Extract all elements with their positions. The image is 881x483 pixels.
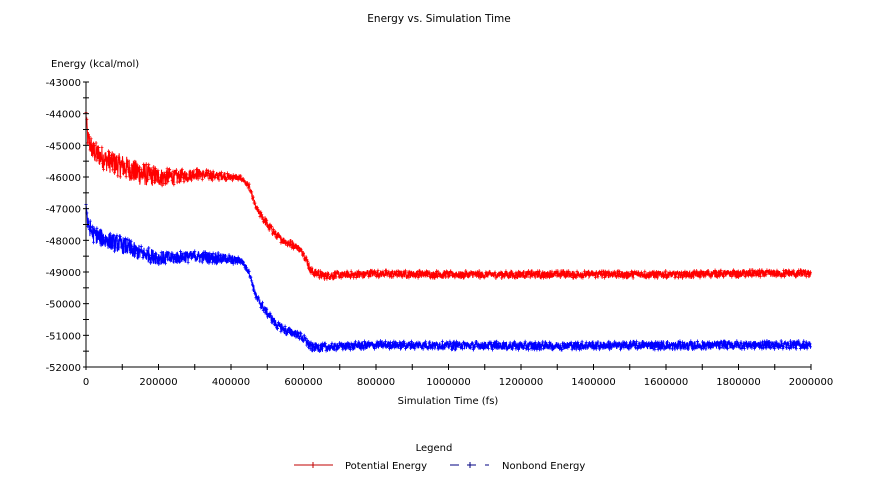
y-tick-label: -46000 (46, 173, 81, 184)
y-tick-label: -49000 (46, 268, 81, 279)
x-axis-label: Simulation Time (fs) (398, 396, 499, 407)
legend-title: Legend (416, 443, 453, 454)
x-tick-label: 1400000 (571, 377, 616, 388)
legend-label-potential-energy: Potential Energy (345, 461, 427, 472)
y-axis-label: Energy (kcal/mol) (51, 59, 139, 70)
legend: Legend Potential Energy Nonbond Energy (294, 443, 585, 472)
x-tick-label: 600000 (284, 377, 322, 388)
x-tick-label: 0 (83, 377, 89, 388)
chart-title: Energy vs. Simulation Time (367, 13, 510, 25)
y-tick-label: -48000 (46, 236, 81, 247)
series-layer (84, 110, 812, 353)
x-tick-label: 1800000 (716, 377, 761, 388)
y-tick-label: -44000 (46, 110, 81, 121)
legend-entry-potential-energy: Potential Energy (294, 461, 427, 472)
y-tick-label: -43000 (46, 78, 81, 89)
y-tick-label: -52000 (46, 363, 81, 374)
x-tick-label: 2000000 (789, 377, 834, 388)
x-tick-label: 1200000 (499, 377, 544, 388)
legend-label-nonbond-energy: Nonbond Energy (502, 461, 585, 472)
x-tick-label: 1600000 (644, 377, 689, 388)
axes-layer: -43000 -44000 -45000 -46000 -47000 -48000 -490… (46, 78, 834, 388)
y-tick-label: -47000 (46, 205, 81, 216)
x-tick-label: 800000 (357, 377, 395, 388)
y-tick-label: -50000 (46, 300, 81, 311)
x-tick-label: 1000000 (426, 377, 471, 388)
y-tick-label: -51000 (46, 331, 81, 342)
x-tick-label: 400000 (212, 377, 250, 388)
x-tick-label: 200000 (139, 377, 177, 388)
legend-entry-nonbond-energy: Nonbond Energy (450, 461, 585, 472)
y-tick-label: -45000 (46, 141, 81, 152)
